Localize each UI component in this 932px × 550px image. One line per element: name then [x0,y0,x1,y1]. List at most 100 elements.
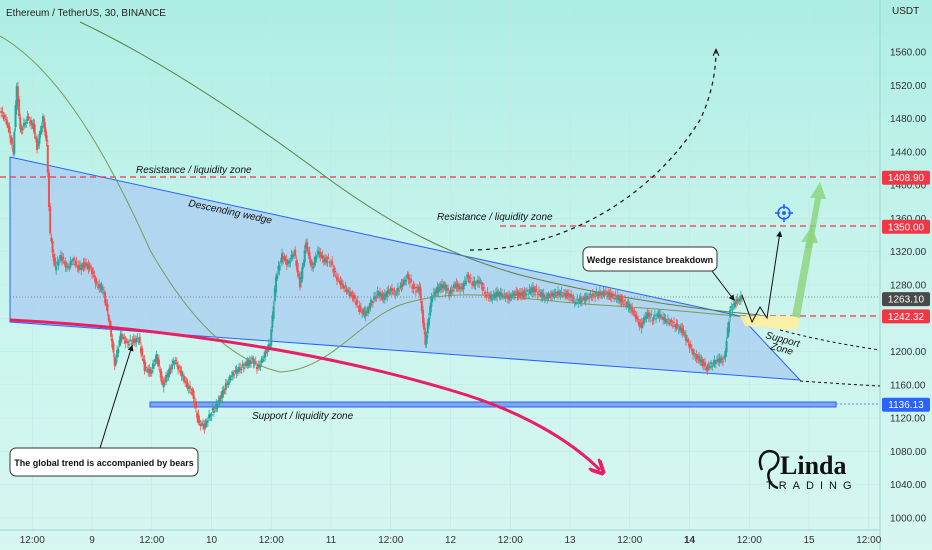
candle-bull [267,343,270,348]
upside-projection-arc [469,50,716,251]
candle-bear [309,260,312,265]
candle-bear [214,406,217,408]
candle-bull [38,133,41,144]
green-arrow-1 [792,226,818,318]
candle-bear [43,118,46,129]
candle-bull [380,293,383,297]
price-label-text: 1242.32 [888,312,925,323]
candle-bear [254,361,257,364]
candle-bear [200,422,203,425]
candle-bear [381,294,384,299]
linda-trading-logo: Linda TRADING [758,449,858,492]
candle-bear [185,381,188,383]
candle-bear [510,297,513,299]
candle-bear [690,348,693,352]
candle-bear [718,358,721,363]
candle-bull [693,353,696,355]
candle-bear [552,294,555,297]
candle-bear [28,122,31,124]
candle-bear [487,297,490,299]
candle-bull [491,298,494,300]
x-tick-label: 10 [206,535,218,546]
candle-bear [535,288,538,291]
candle-bear [478,280,481,284]
candle-bull [706,365,709,370]
candle-bear [356,300,359,304]
candle-bull [652,317,655,321]
candle-bear [178,366,181,368]
candle-bear [567,294,570,296]
candle-bull [502,296,505,298]
candle-bull [710,362,713,364]
candle-bull [210,414,213,417]
small-support-zone [740,316,800,330]
candle-bear [588,298,591,300]
candle-bull [145,369,148,371]
candle-bull [367,307,370,313]
candle-bull [361,312,364,314]
candle-bear [10,138,13,145]
candle-bull [59,255,62,261]
bears-callout: The global trend is accompanied by bears [9,344,199,477]
candle-bull [20,127,23,131]
green-arrow-2 [806,182,826,248]
candle-bear [255,366,258,370]
candle-bear [220,395,223,399]
candle-bear [7,125,10,129]
candle-bear [330,262,332,264]
candle-bear [671,325,674,327]
candle-bear [331,261,334,265]
candle-bull [506,295,509,299]
candle-bull [222,390,225,395]
candle-bull [509,294,512,297]
candle-bull [216,405,219,409]
candle-bear [418,286,421,292]
candle-bull [559,293,562,296]
logo-sub-text: TRADING [766,480,858,492]
candle-bull [129,339,132,341]
candle-bull [596,294,599,296]
candle-bull [376,290,379,296]
candle-bull [732,303,735,305]
candle-bear [637,319,640,321]
candle-bear [191,389,194,392]
candle-bull [598,291,601,295]
candle-bear [197,414,200,424]
candle-bear [89,265,92,268]
candle-bull [382,296,385,299]
candle-bull [15,86,18,110]
candle-bull [574,303,577,305]
descending-wedge [9,156,802,381]
moving-average-short [0,35,761,373]
candle-bull [373,296,376,300]
candle-bear [306,241,309,251]
candle-bear [721,361,724,363]
candle-bear [508,295,511,300]
candle-bull [165,374,168,383]
candle-bull [258,364,261,368]
candle-bull [314,256,317,262]
candle-bear [156,357,159,364]
candle-bull [601,293,604,295]
candle-bull [68,265,71,268]
candle-bear [650,314,653,316]
candle-bull [405,280,408,282]
x-tick-label: 12 [445,535,457,546]
candle-bear [584,297,587,301]
candle-bear [12,148,15,152]
candle-bear [457,285,460,290]
candle-bull [551,292,554,296]
candle-bear [698,356,701,362]
candle-bull [608,292,611,297]
price-label-support-red: 1242.32 [882,309,930,324]
candle-bear [192,391,195,399]
candle-bear [0,111,3,113]
candle-bear [123,337,126,340]
candle-bear [414,291,417,293]
candle-bear [438,285,441,290]
candle-bear [136,337,139,339]
candle-bull [442,285,445,289]
candle-bull [118,340,121,346]
candle-bull [583,296,586,300]
candle-bear [523,291,526,295]
